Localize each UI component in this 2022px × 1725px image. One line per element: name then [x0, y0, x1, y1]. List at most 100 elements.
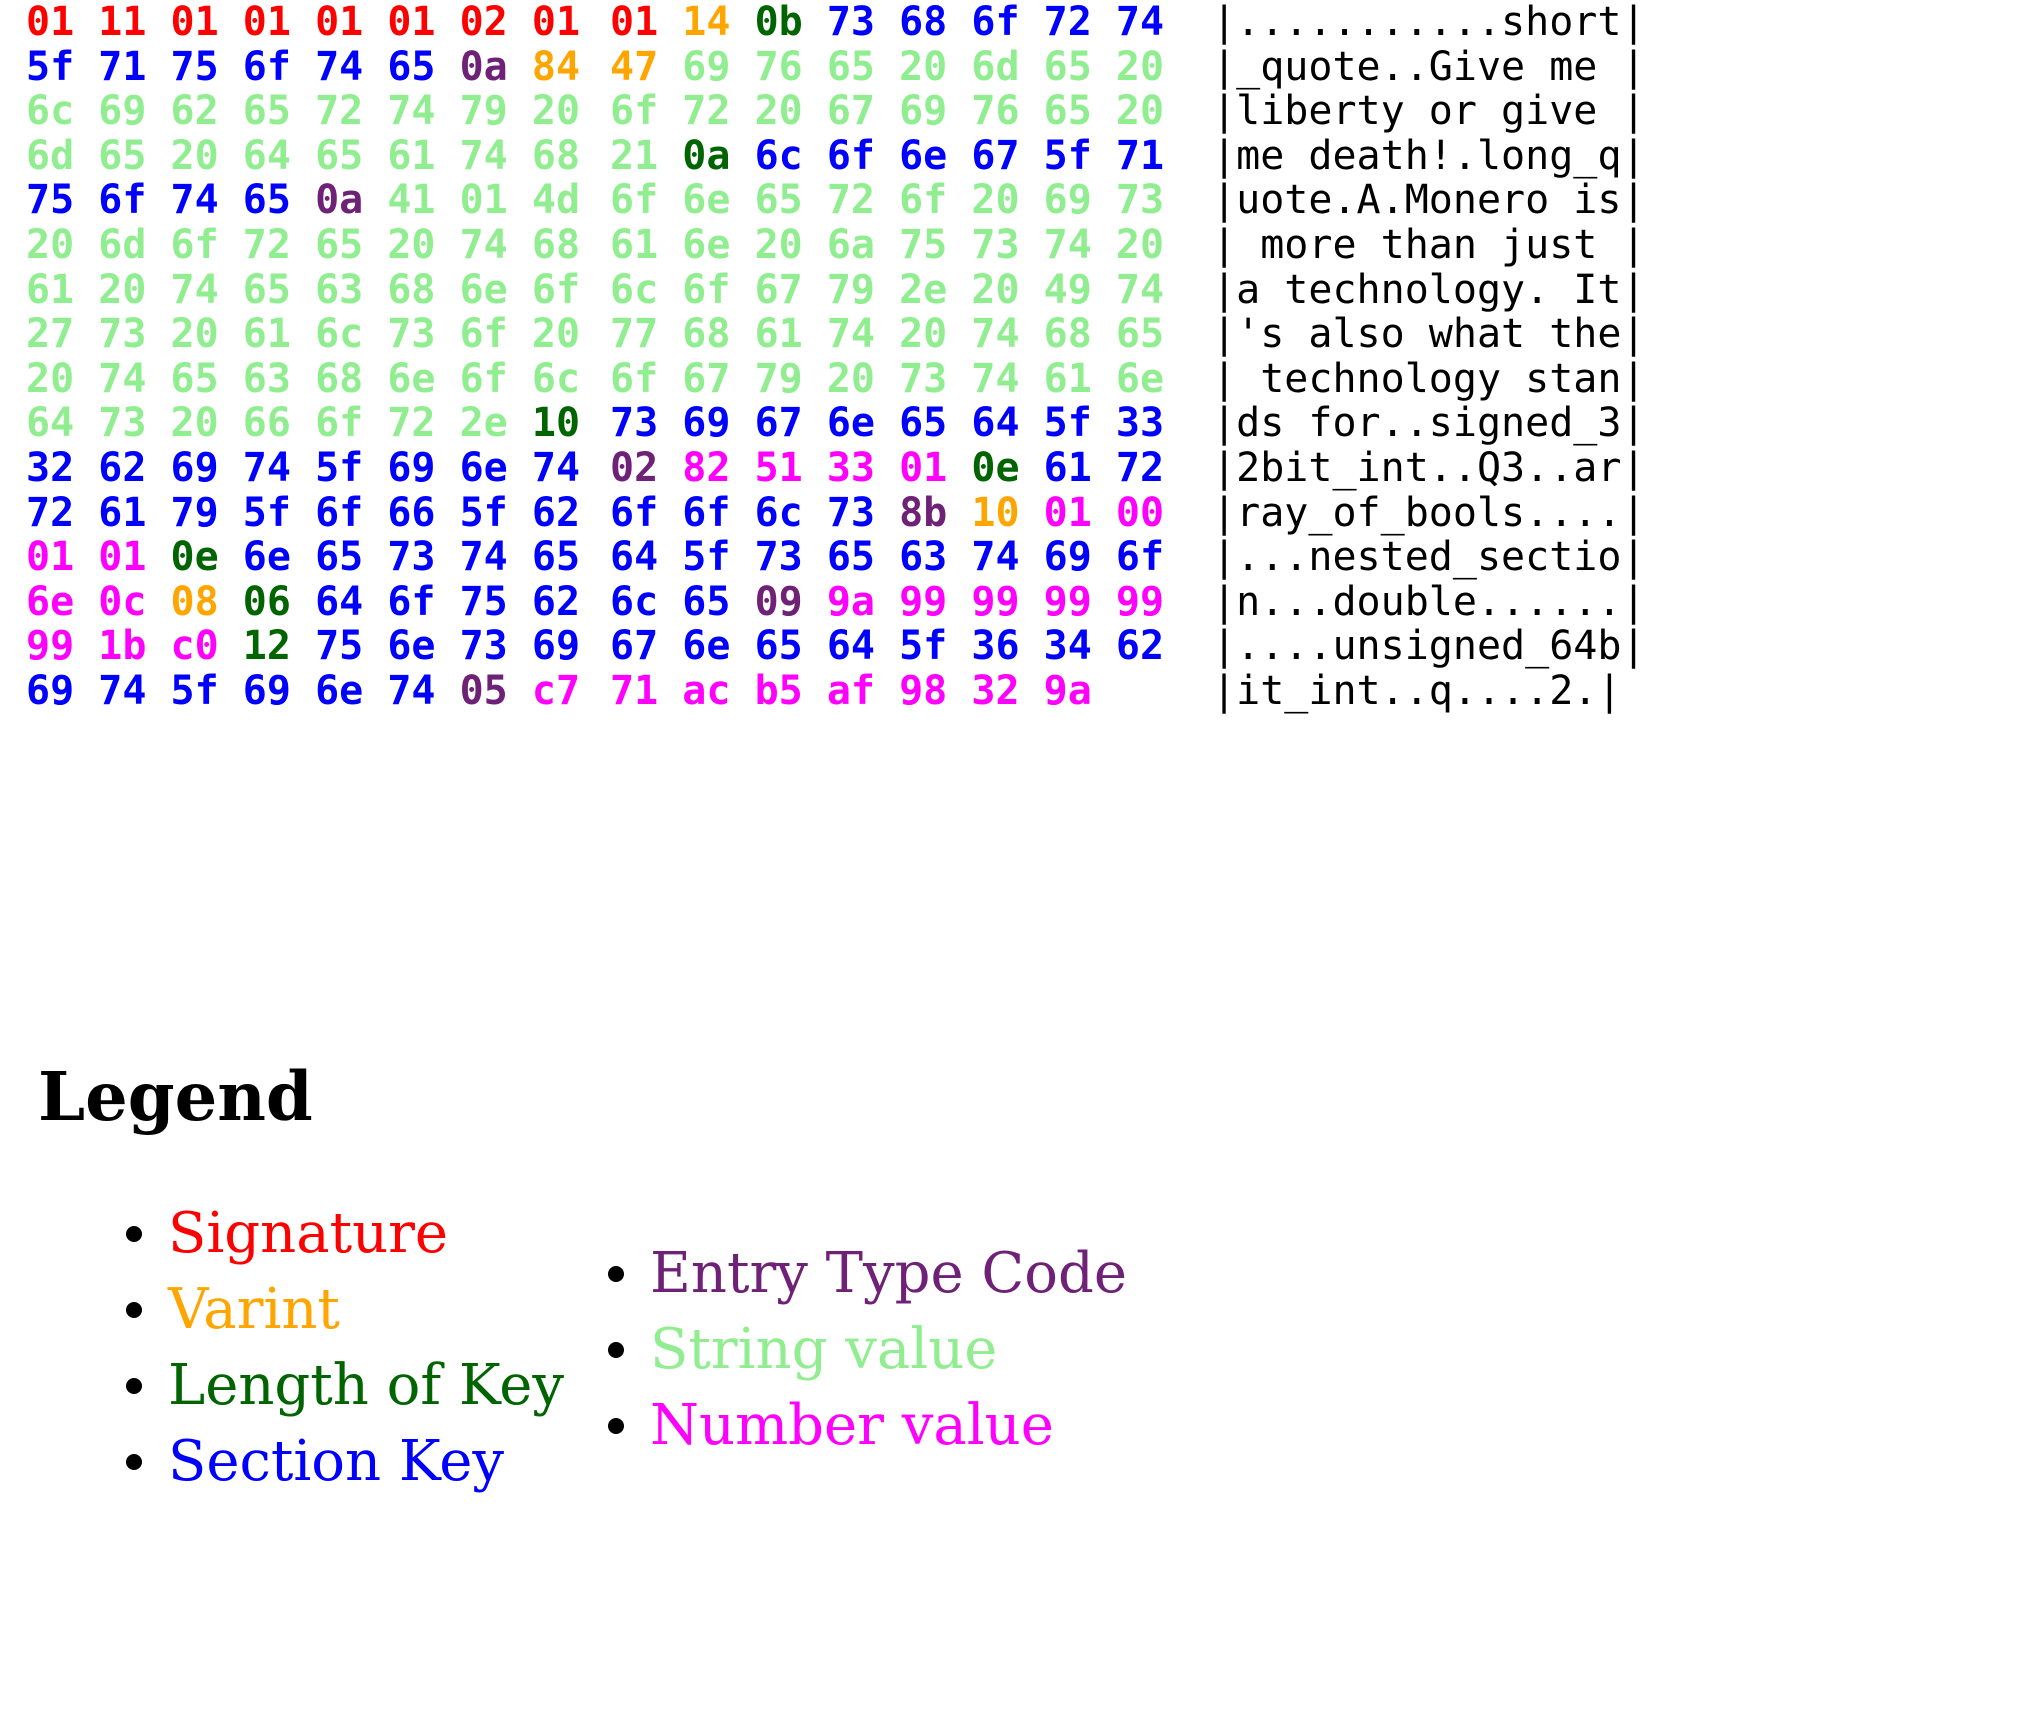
- ascii-column: |'s also what the|: [1212, 311, 1646, 358]
- ascii-gap: [1164, 535, 1212, 580]
- byte-space: [74, 623, 98, 669]
- hex-byte: 65: [315, 534, 364, 581]
- byte-space: [730, 177, 754, 223]
- hex-byte: 68: [1043, 311, 1092, 358]
- hex-byte: 01: [899, 444, 948, 491]
- hex-byte: 20: [531, 88, 581, 135]
- hex-byte: 64: [610, 534, 659, 581]
- byte-space: [947, 88, 971, 134]
- hex-byte: 69: [98, 88, 147, 135]
- byte-space: [363, 0, 387, 45]
- hex-byte: 02: [610, 444, 659, 491]
- byte-space: [74, 356, 98, 402]
- hex-byte: 11: [98, 0, 147, 45]
- row-left-pad: [0, 535, 26, 580]
- hex-byte: 74: [459, 534, 508, 581]
- byte-space: [947, 445, 971, 491]
- byte-space: [291, 311, 315, 357]
- byte-space: [436, 490, 460, 536]
- hex-byte: 5f: [26, 43, 75, 90]
- byte-space: [436, 356, 460, 402]
- hex-byte: 74: [387, 88, 436, 135]
- byte-space: [508, 267, 532, 313]
- byte-space: [803, 133, 827, 179]
- hex-group-gap: [580, 268, 610, 313]
- hex-byte: 2e: [459, 400, 508, 447]
- hex-byte: 6f: [98, 177, 147, 224]
- hex-dump-row: 6c 69 62 65 72 74 79 20 6f 72 20 67 69 7…: [0, 89, 1646, 134]
- hex-byte: 69: [26, 667, 75, 714]
- byte-space: [1020, 88, 1044, 134]
- byte-space: [436, 222, 460, 268]
- hex-byte: 0a: [459, 43, 508, 90]
- byte-space: [291, 668, 315, 714]
- hex-byte: 62: [531, 489, 581, 536]
- byte-space: [146, 623, 170, 669]
- byte-space: [803, 88, 827, 134]
- byte-space: [1020, 490, 1044, 536]
- hex-byte: 6e: [26, 578, 75, 625]
- byte-space: [508, 88, 532, 134]
- hex-byte: 01: [610, 0, 659, 45]
- hex-byte: 79: [459, 88, 508, 135]
- hex-byte: 01: [1043, 489, 1092, 536]
- hex-byte: 34: [1043, 623, 1092, 670]
- hex-byte: 74: [1115, 0, 1165, 45]
- hex-byte: 6e: [826, 400, 875, 447]
- byte-space: [291, 88, 315, 134]
- hex-byte: 6e: [899, 132, 948, 179]
- byte-space: [1020, 133, 1044, 179]
- legend-column-left: Signature Varint Length of Key Section Key: [108, 1196, 564, 1500]
- byte-space: [146, 222, 170, 268]
- byte-space: [436, 177, 460, 223]
- byte-space: [363, 400, 387, 446]
- hex-byte: 62: [170, 88, 219, 135]
- hex-group-gap: [580, 446, 610, 491]
- byte-space: [1020, 623, 1044, 669]
- row-left-pad: [0, 134, 26, 179]
- hex-byte: 6f: [899, 177, 948, 224]
- ascii-gap: [1164, 0, 1212, 45]
- byte-space: [74, 177, 98, 223]
- hex-byte: 32: [26, 444, 75, 491]
- ascii-gap: [1164, 268, 1212, 313]
- ascii-gap: [1164, 312, 1212, 357]
- byte-space: [363, 668, 387, 714]
- hex-byte: 75: [315, 623, 364, 670]
- byte-space: [1020, 267, 1044, 313]
- ascii-gap: [1164, 89, 1212, 134]
- byte-space: [508, 534, 532, 580]
- hex-byte: 72: [26, 489, 75, 536]
- hex-byte: 6c: [610, 266, 659, 313]
- byte-space: [658, 490, 682, 536]
- bullet-icon: [126, 1301, 142, 1318]
- hex-byte: 5f: [315, 444, 364, 491]
- hex-byte: 67: [826, 88, 875, 135]
- byte-space: [730, 579, 754, 625]
- byte-space: [947, 222, 971, 268]
- hex-byte: 84: [531, 43, 581, 90]
- hex-byte: 01: [315, 0, 364, 45]
- byte-space: [219, 623, 243, 669]
- byte-space: [219, 133, 243, 179]
- byte-space: [291, 177, 315, 223]
- byte-space: [730, 44, 754, 90]
- hex-byte: 72: [1043, 0, 1092, 45]
- hex-byte: 6f: [682, 266, 731, 313]
- hex-byte: 68: [531, 132, 581, 179]
- legend-section: Legend Signature Varint Length of Key Secti…: [0, 1060, 2022, 1494]
- hex-byte: 65: [315, 221, 364, 268]
- byte-space: [363, 177, 387, 223]
- hex-byte: 73: [826, 489, 875, 536]
- hex-byte: 74: [971, 355, 1020, 402]
- legend-item: Varint: [108, 1272, 564, 1348]
- hex-byte: 99: [971, 578, 1020, 625]
- hex-byte: 20: [754, 88, 803, 135]
- hex-byte: 63: [899, 534, 948, 581]
- row-left-pad: [0, 446, 26, 491]
- hex-byte: 6f: [459, 311, 508, 358]
- hex-dump-row: 01 01 0e 6e 65 73 74 65 64 5f 73 65 63 7…: [0, 535, 1646, 580]
- byte-space: [363, 311, 387, 357]
- hex-byte: 68: [531, 221, 581, 268]
- byte-space: [730, 445, 754, 491]
